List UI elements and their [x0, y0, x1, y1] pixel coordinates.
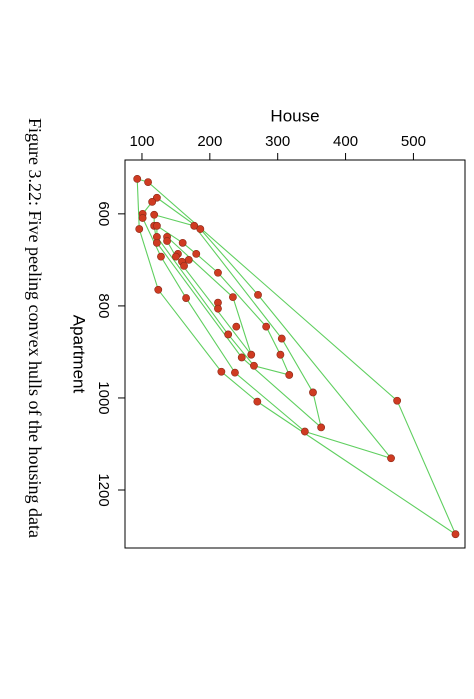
- point: [135, 225, 144, 233]
- point: [254, 290, 262, 299]
- point: [387, 454, 395, 463]
- point: [247, 350, 256, 359]
- y-tick-label: 600: [95, 201, 112, 226]
- point: [250, 361, 258, 370]
- point: [150, 210, 159, 219]
- point: [393, 396, 402, 405]
- point: [309, 388, 317, 397]
- point: [224, 330, 233, 339]
- point: [253, 397, 262, 406]
- point: [192, 249, 201, 258]
- y-tick-label: 1000: [95, 381, 112, 414]
- point: [154, 285, 163, 294]
- plot-frame: [124, 159, 466, 549]
- point: [231, 368, 239, 377]
- point: [184, 255, 193, 264]
- point: [262, 322, 271, 331]
- point: [190, 221, 199, 230]
- point: [317, 423, 326, 432]
- point: [163, 237, 171, 245]
- hull-line: [153, 214, 323, 429]
- point: [171, 252, 180, 261]
- point: [451, 530, 460, 539]
- point: [214, 304, 222, 313]
- point: [214, 268, 222, 277]
- hull-line: [136, 178, 457, 536]
- point: [180, 261, 188, 270]
- x-tick-label: 500: [401, 133, 426, 150]
- x-tick-label: 400: [333, 133, 358, 150]
- point: [182, 294, 190, 302]
- point: [285, 371, 294, 379]
- y-tick-label: 1200: [95, 473, 112, 506]
- point: [152, 238, 161, 247]
- point: [276, 350, 285, 359]
- x-tick-label: 100: [129, 133, 154, 150]
- point: [217, 367, 226, 376]
- point: [229, 293, 237, 302]
- point: [300, 427, 309, 436]
- x-tick-label: 300: [265, 133, 290, 150]
- point: [232, 322, 241, 331]
- point: [277, 334, 286, 343]
- y-tick-label: 800: [95, 293, 112, 318]
- point: [157, 252, 165, 261]
- point: [133, 174, 142, 183]
- point: [144, 178, 152, 186]
- point: [138, 214, 147, 222]
- point: [196, 225, 205, 233]
- x-axis-title: House: [270, 106, 319, 125]
- point: [178, 238, 187, 247]
- x-tick-label: 200: [197, 133, 222, 150]
- caption: Figure 3.22: Five peeling convex hulls o…: [25, 118, 45, 538]
- point: [237, 353, 246, 362]
- y-axis-title: Apartment: [70, 315, 89, 394]
- point: [152, 221, 161, 230]
- point: [148, 197, 157, 206]
